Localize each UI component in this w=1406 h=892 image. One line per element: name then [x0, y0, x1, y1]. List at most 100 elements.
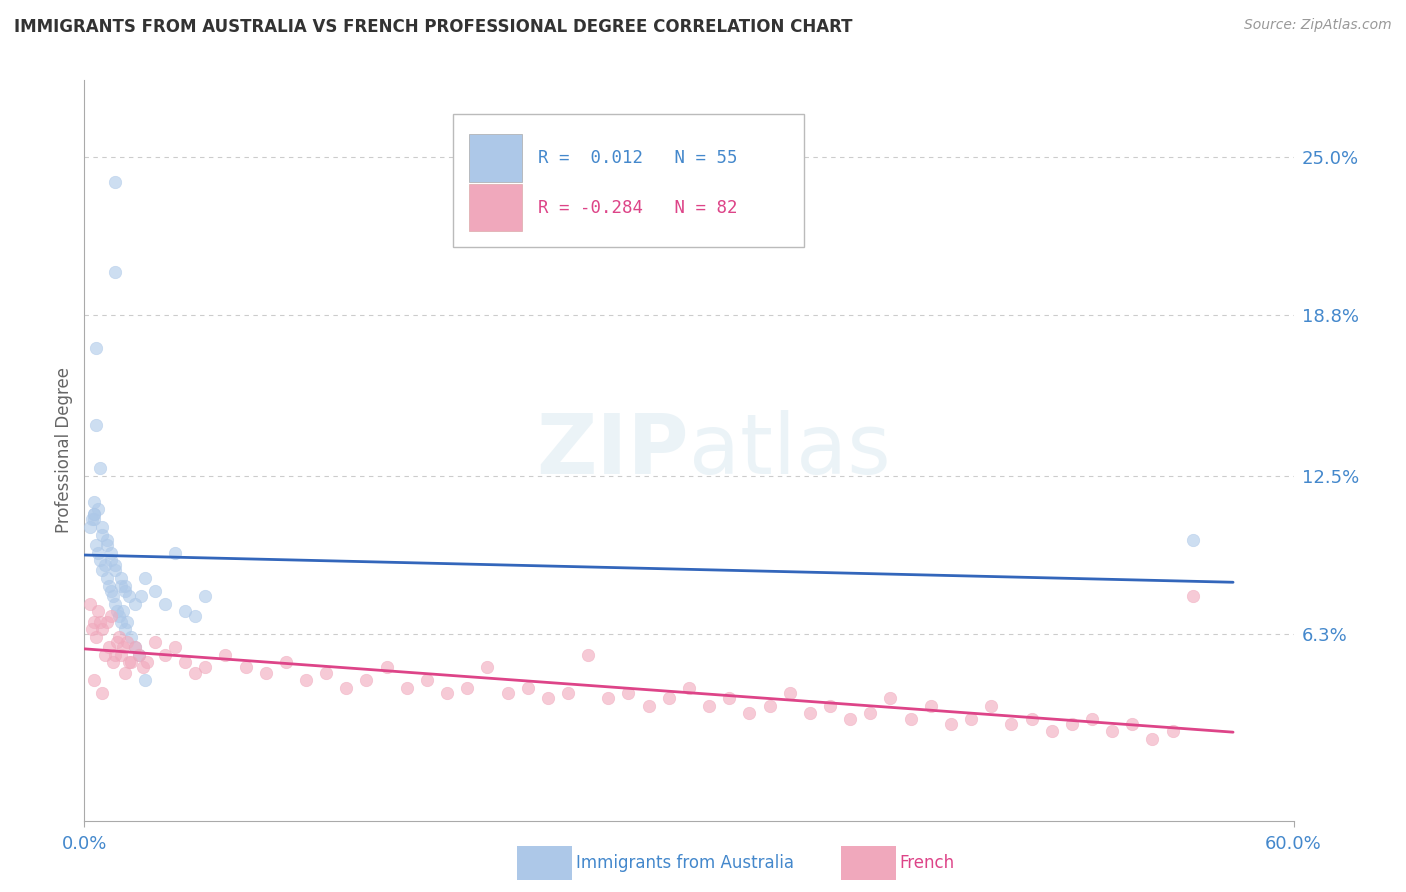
Point	[120, 630, 142, 644]
Point	[416, 673, 439, 688]
Point	[128, 648, 150, 662]
Point	[114, 579, 136, 593]
Text: atlas: atlas	[689, 410, 890, 491]
Point	[697, 698, 720, 713]
Point	[104, 558, 127, 573]
Point	[93, 558, 115, 573]
Point	[91, 520, 114, 534]
Point	[135, 656, 157, 670]
Point	[598, 691, 620, 706]
Point	[101, 589, 124, 603]
Point	[107, 609, 129, 624]
Point	[879, 691, 901, 706]
Text: Source: ZipAtlas.com: Source: ZipAtlas.com	[1244, 18, 1392, 32]
Point	[1121, 716, 1143, 731]
Point	[82, 622, 104, 636]
Point	[104, 175, 127, 189]
Point	[120, 656, 142, 670]
Point	[1021, 712, 1043, 726]
Point	[859, 706, 882, 721]
Point	[799, 706, 821, 721]
Point	[91, 622, 114, 636]
Point	[79, 520, 101, 534]
Point	[86, 342, 108, 356]
Point	[82, 512, 104, 526]
Point	[96, 538, 118, 552]
Point	[134, 571, 156, 585]
Point	[214, 648, 236, 662]
Point	[678, 681, 700, 695]
Point	[91, 564, 114, 578]
Point	[110, 579, 132, 593]
Point	[114, 622, 136, 636]
Point	[97, 640, 120, 654]
Point	[110, 615, 132, 629]
Point	[143, 635, 166, 649]
FancyBboxPatch shape	[468, 184, 522, 231]
Point	[920, 698, 942, 713]
Point	[295, 673, 318, 688]
Point	[1161, 724, 1184, 739]
Point	[79, 597, 101, 611]
Text: R = -0.284   N = 82: R = -0.284 N = 82	[538, 199, 737, 217]
Point	[86, 417, 108, 432]
Point	[194, 589, 217, 603]
Point	[1181, 533, 1204, 547]
Point	[395, 681, 418, 695]
Point	[101, 656, 124, 670]
Point	[118, 589, 141, 603]
Point	[143, 583, 166, 598]
Point	[118, 656, 141, 670]
Point	[658, 691, 681, 706]
Point	[86, 538, 108, 552]
Point	[114, 583, 136, 598]
Point	[115, 635, 138, 649]
Point	[1181, 589, 1204, 603]
Text: R =  0.012   N = 55: R = 0.012 N = 55	[538, 149, 737, 167]
Point	[134, 673, 156, 688]
Point	[516, 681, 538, 695]
Point	[83, 673, 105, 688]
Point	[83, 615, 105, 629]
Point	[356, 673, 378, 688]
Point	[165, 640, 187, 654]
Point	[124, 640, 146, 654]
Point	[107, 630, 129, 644]
Point	[576, 648, 599, 662]
Point	[194, 660, 217, 674]
Point	[375, 660, 398, 674]
Point	[104, 648, 127, 662]
Text: French: French	[900, 855, 955, 872]
Point	[1040, 724, 1063, 739]
Point	[110, 648, 132, 662]
Point	[104, 265, 127, 279]
Point	[254, 665, 277, 680]
Y-axis label: Professional Degree: Professional Degree	[55, 368, 73, 533]
Point	[274, 656, 297, 670]
Point	[129, 589, 152, 603]
Point	[315, 665, 337, 680]
Point	[100, 609, 122, 624]
Point	[960, 712, 983, 726]
Point	[900, 712, 922, 726]
Point	[718, 691, 741, 706]
Point	[153, 597, 176, 611]
Point	[174, 656, 197, 670]
Point	[496, 686, 519, 700]
Point	[1000, 716, 1022, 731]
Point	[1142, 731, 1164, 746]
Point	[818, 698, 841, 713]
Point	[91, 527, 114, 541]
Point	[839, 712, 862, 726]
Point	[758, 698, 780, 713]
Point	[1060, 716, 1083, 731]
Text: Immigrants from Australia: Immigrants from Australia	[576, 855, 794, 872]
Text: ZIP: ZIP	[537, 410, 689, 491]
Point	[86, 630, 108, 644]
Point	[153, 648, 176, 662]
Point	[100, 583, 122, 598]
Point	[779, 686, 801, 700]
Point	[87, 604, 110, 618]
Point	[456, 681, 478, 695]
Point	[110, 571, 132, 585]
